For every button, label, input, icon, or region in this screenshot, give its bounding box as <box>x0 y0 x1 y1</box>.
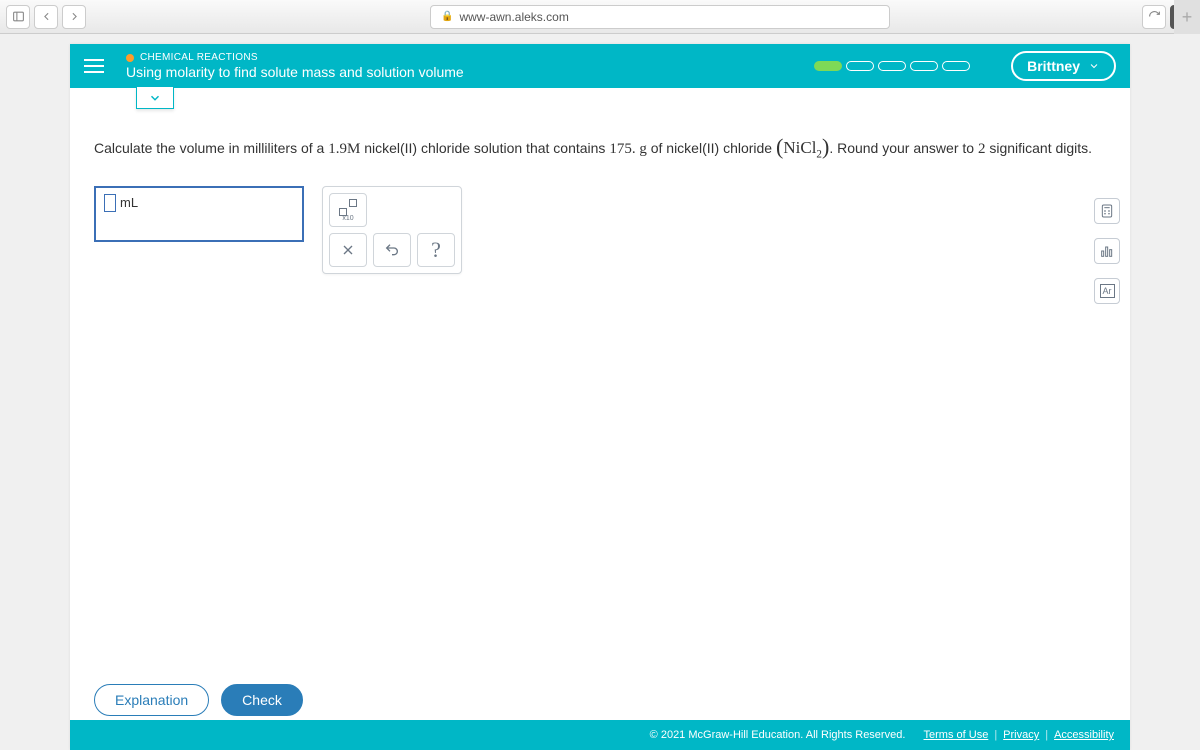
calculator-button[interactable] <box>1094 198 1120 224</box>
periodic-label: Ar <box>1100 284 1115 298</box>
answer-input[interactable]: mL <box>94 186 304 242</box>
undo-button[interactable] <box>373 233 411 267</box>
unit-label: mL <box>120 195 138 210</box>
clear-button[interactable] <box>329 233 367 267</box>
question-mark-icon: ? <box>431 237 441 263</box>
progress-seg <box>942 61 970 71</box>
copyright-text: © 2021 McGraw-Hill Education. All Rights… <box>650 729 906 741</box>
user-name: Brittney <box>1027 58 1080 74</box>
browser-toolbar: 🔒 www-awn.aleks.com + <box>0 0 1200 34</box>
calculator-icon <box>1099 203 1115 219</box>
app-window: CHEMICAL REACTIONS Using molarity to fin… <box>70 44 1130 750</box>
nav-back-icon[interactable] <box>34 5 58 29</box>
nav-forward-icon[interactable] <box>62 5 86 29</box>
sidebar-toggle-icon[interactable] <box>6 5 30 29</box>
terms-link[interactable]: Terms of Use <box>924 729 989 741</box>
progress-seg <box>910 61 938 71</box>
chevron-down-icon <box>1088 60 1100 72</box>
progress-seg <box>814 61 842 71</box>
periodic-table-button[interactable]: Ar <box>1094 278 1120 304</box>
data-table-button[interactable] <box>1094 238 1120 264</box>
menu-icon[interactable] <box>84 52 112 80</box>
content-area: Calculate the volume in milliliters of a… <box>70 88 1130 750</box>
bars-icon <box>1099 243 1115 259</box>
explanation-button[interactable]: Explanation <box>94 684 209 716</box>
privacy-link[interactable]: Privacy <box>1003 729 1039 741</box>
input-toolbox: x10 ? <box>322 186 462 274</box>
accessibility-link[interactable]: Accessibility <box>1054 729 1114 741</box>
side-tools: Ar <box>1094 198 1120 304</box>
lesson-title: Using molarity to find solute mass and s… <box>126 64 464 81</box>
progress-indicator <box>814 61 970 71</box>
progress-seg <box>878 61 906 71</box>
question-text: Calculate the volume in milliliters of a… <box>94 128 1106 164</box>
chemical-formula: (NiCl2) <box>776 138 829 157</box>
x-icon <box>340 242 356 258</box>
lock-icon: 🔒 <box>441 11 453 22</box>
expand-tab[interactable] <box>136 87 174 109</box>
address-bar[interactable]: 🔒 www-awn.aleks.com <box>430 5 890 29</box>
app-header: CHEMICAL REACTIONS Using molarity to fin… <box>70 44 1130 88</box>
undo-icon <box>384 242 400 258</box>
input-cursor <box>104 194 116 212</box>
bottom-actions: Explanation Check <box>70 684 1130 716</box>
footer: © 2021 McGraw-Hill Education. All Rights… <box>70 720 1130 750</box>
category-text: CHEMICAL REACTIONS <box>140 52 258 64</box>
work-area: mL x10 ? <box>94 186 1106 274</box>
category-dot-icon <box>126 54 134 62</box>
user-menu[interactable]: Brittney <box>1011 51 1116 81</box>
check-button[interactable]: Check <box>221 684 303 716</box>
category-label: CHEMICAL REACTIONS <box>126 52 464 64</box>
progress-seg <box>846 61 874 71</box>
help-button[interactable]: ? <box>417 233 455 267</box>
scientific-notation-button[interactable]: x10 <box>329 193 367 227</box>
url-text: www-awn.aleks.com <box>459 10 568 24</box>
reload-icon[interactable] <box>1142 5 1166 29</box>
new-tab-icon[interactable]: + <box>1174 0 1200 34</box>
